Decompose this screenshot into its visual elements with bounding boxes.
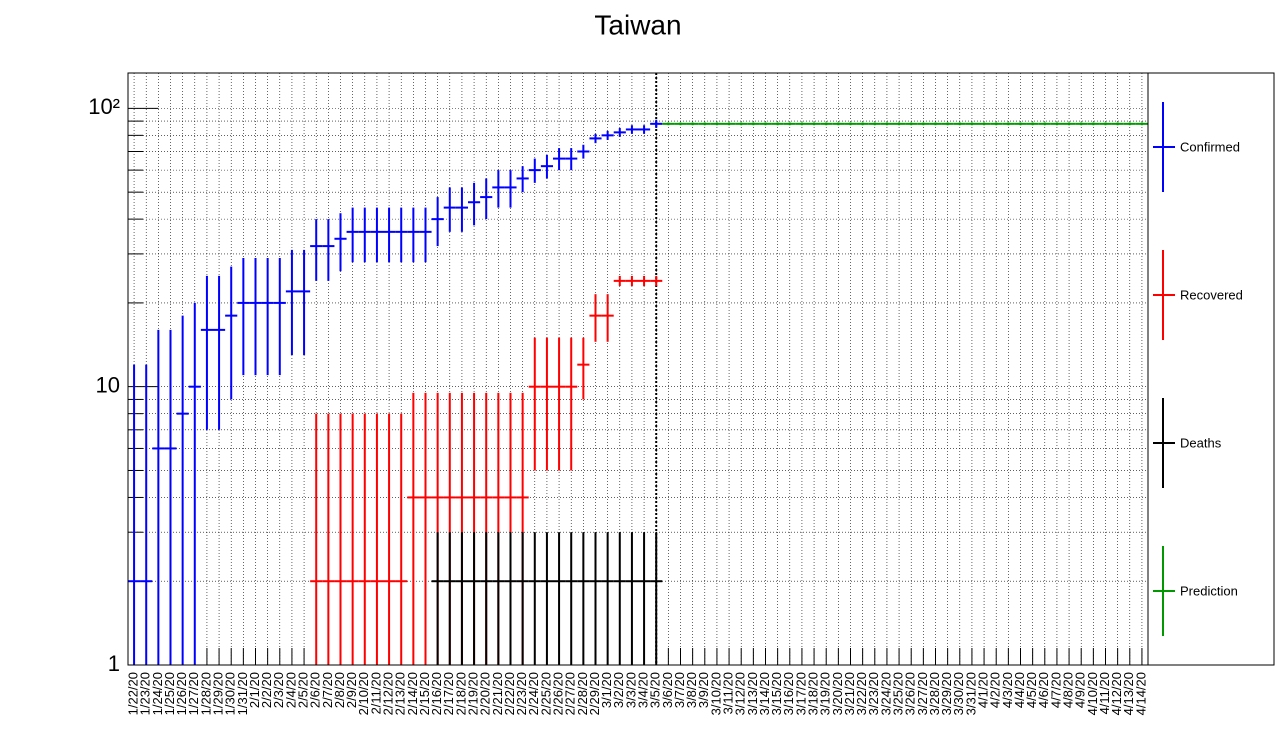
x-tick-label: 2/20/20: [478, 672, 493, 715]
x-tick-label: 2/23/20: [514, 672, 529, 715]
x-tick-label: 4/11/20: [1097, 672, 1112, 714]
x-tick-label: 2/16/20: [429, 672, 444, 715]
x-tick-label: 3/27/20: [915, 672, 930, 715]
x-tick-label: 3/21/20: [842, 672, 857, 715]
x-tick-label: 2/6/20: [308, 672, 323, 708]
x-tick-label: 2/4/20: [283, 672, 298, 708]
x-tick-label: 1/27/20: [186, 672, 201, 715]
chart-title: Taiwan: [594, 9, 681, 40]
x-tick-label: 4/14/20: [1133, 672, 1148, 715]
x-tick-label: 2/12/20: [381, 672, 396, 715]
x-tick-label: 2/5/20: [296, 672, 311, 708]
x-tick-label: 4/1/20: [976, 672, 991, 708]
x-tick-label: 2/17/20: [441, 672, 456, 715]
x-tick-label: 4/9/20: [1073, 672, 1088, 708]
x-tick-label: 3/23/20: [866, 672, 881, 715]
x-tick-label: 2/10/20: [356, 672, 371, 715]
x-tick-label: 4/8/20: [1061, 672, 1076, 708]
x-tick-label: 3/1/20: [599, 672, 614, 708]
x-tick-label: 4/10/20: [1085, 672, 1100, 715]
y-tick-label: 10²: [88, 94, 120, 119]
x-tick-label: 4/2/20: [988, 672, 1003, 708]
legend-label: Prediction: [1180, 583, 1238, 598]
x-tick-label: 2/19/20: [466, 672, 481, 715]
x-tick-label: 3/14/20: [757, 672, 772, 715]
x-tick-label: 4/3/20: [1000, 672, 1015, 708]
x-tick-label: 2/22/20: [502, 672, 517, 715]
x-tick-label: 4/4/20: [1012, 672, 1027, 708]
x-tick-label: 3/10/20: [708, 672, 723, 715]
x-tick-label: 2/9/20: [344, 672, 359, 708]
x-tick-label: 2/25/20: [538, 672, 553, 715]
x-tick-label: 3/13/20: [745, 672, 760, 715]
x-tick-label: 2/29/20: [587, 672, 602, 715]
x-tick-label: 4/5/20: [1024, 672, 1039, 708]
x-tick-label: 3/15/20: [769, 672, 784, 715]
x-tick-label: 4/6/20: [1036, 672, 1051, 708]
legend-label: Confirmed: [1180, 139, 1240, 154]
x-tick-label: 2/27/20: [563, 672, 578, 715]
x-tick-label: 3/25/20: [891, 672, 906, 715]
x-tick-label: 2/21/20: [490, 672, 505, 715]
legend-label: Deaths: [1180, 435, 1222, 450]
x-tick-label: 2/2/20: [259, 672, 274, 708]
x-tick-label: 3/16/20: [781, 672, 796, 715]
x-tick-label: 3/12/20: [733, 672, 748, 715]
x-tick-label: 1/30/20: [223, 672, 238, 715]
x-tick-label: 4/7/20: [1048, 672, 1063, 708]
x-tick-label: 3/4/20: [636, 672, 651, 708]
y-tick-label: 1: [108, 651, 120, 676]
x-tick-label: 1/31/20: [235, 672, 250, 715]
x-tick-label: 2/14/20: [405, 672, 420, 715]
x-tick-label: 3/3/20: [623, 672, 638, 708]
x-tick-label: 3/9/20: [696, 672, 711, 708]
x-tick-label: 4/13/20: [1121, 672, 1136, 715]
x-tick-label: 2/3/20: [271, 672, 286, 708]
x-tick-label: 4/12/20: [1109, 672, 1124, 715]
x-tick-label: 2/24/20: [526, 672, 541, 715]
x-tick-label: 3/11/20: [721, 672, 736, 714]
legend-box: [1147, 72, 1275, 666]
x-tick-label: 3/22/20: [854, 672, 869, 715]
x-tick-label: 3/24/20: [878, 672, 893, 715]
x-tick-label: 2/13/20: [393, 672, 408, 715]
x-tick-label: 2/15/20: [417, 672, 432, 715]
x-tick-label: 1/25/20: [162, 672, 177, 715]
y-tick-label: 10: [96, 372, 120, 397]
x-tick-label: 1/24/20: [150, 672, 165, 715]
x-tick-label: 2/11/20: [368, 672, 383, 714]
x-tick-label: 1/26/20: [174, 672, 189, 715]
x-tick-label: 2/1/20: [247, 672, 262, 708]
x-tick-label: 3/26/20: [903, 672, 918, 715]
x-tick-label: 1/22/20: [126, 672, 141, 715]
legend-label: Recovered: [1180, 287, 1243, 302]
x-tick-label: 3/5/20: [648, 672, 663, 708]
x-tick-label: 3/18/20: [806, 672, 821, 715]
x-tick-label: 1/28/20: [198, 672, 213, 715]
x-tick-label: 3/19/20: [818, 672, 833, 715]
x-tick-label: 1/29/20: [211, 672, 226, 715]
x-tick-label: 1/23/20: [138, 672, 153, 715]
x-tick-label: 3/2/20: [611, 672, 626, 708]
x-tick-label: 3/17/20: [793, 672, 808, 715]
x-tick-label: 3/6/20: [660, 672, 675, 708]
x-tick-label: 3/29/20: [939, 672, 954, 715]
x-tick-label: 3/20/20: [830, 672, 845, 715]
x-tick-label: 2/7/20: [320, 672, 335, 708]
x-tick-label: 3/28/20: [927, 672, 942, 715]
x-tick-label: 2/8/20: [332, 672, 347, 708]
x-tick-label: 3/8/20: [684, 672, 699, 708]
x-tick-label: 3/30/20: [951, 672, 966, 715]
x-tick-label: 2/26/20: [551, 672, 566, 715]
x-tick-label: 3/7/20: [672, 672, 687, 708]
x-tick-label: 2/18/20: [453, 672, 468, 715]
x-tick-label: 2/28/20: [575, 672, 590, 715]
x-tick-label: 3/31/20: [963, 672, 978, 715]
